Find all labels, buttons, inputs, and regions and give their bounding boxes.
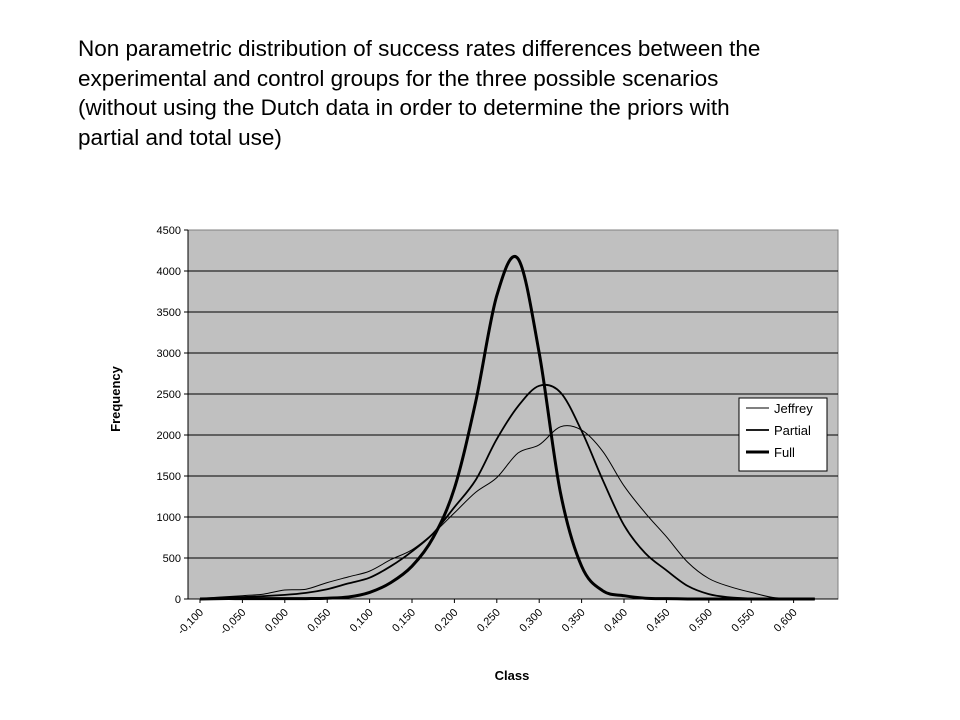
y-tick-label: 2500 [157,389,181,401]
legend: Jeffrey Partial Full [738,397,828,472]
x-tick-label: 0,300 [517,607,545,635]
y-axis-label: Frequency [108,365,123,432]
x-tick-labels: -0,100 -0,050 0,000 0,050 0,100 0,150 0,200 0,2… [176,607,800,638]
y-tick-label: 3500 [157,307,181,319]
y-tick-label: 2000 [157,430,181,442]
title-line: Non parametric distribution of success r… [78,36,761,61]
gridlines [188,270,838,559]
x-tick-label: 0,600 [772,607,800,635]
x-tick-label: 0,050 [305,607,333,635]
series-line-full [199,255,815,601]
y-tick-label: 3000 [157,348,181,360]
x-axis-label: Class [495,668,530,683]
x-tick-label: 0,400 [602,607,630,635]
legend-box [738,397,828,472]
x-tick-label: 0,500 [687,607,715,635]
y-tick-labels: 0 500 1000 1500 2000 2500 3000 3500 4000 4500 [157,225,181,606]
x-tick-label: 0,450 [645,607,673,635]
x-tick-label: 0,200 [433,607,461,635]
series-line-jeffrey [199,425,815,600]
x-tick-label: 0,250 [475,607,503,635]
x-tick-label: 0,000 [263,607,291,635]
slide-title: Non parametric distribution of success r… [78,34,938,152]
y-tick-label: 1000 [157,512,181,524]
title-line: experimental and control groups for the … [78,65,719,91]
legend-label: Partial [774,423,811,438]
x-tick-label: 0,350 [560,607,588,635]
series-lines [199,255,815,601]
series-line-partial [199,383,815,600]
legend-label: Full [774,445,795,460]
legend-label: Jeffrey [774,401,813,416]
y-tick-label: 4500 [157,225,181,237]
x-tick-label: 0,550 [729,607,757,635]
title-line: partial and total use) [78,124,282,150]
x-tick-label: 0,150 [390,607,418,635]
y-tick-label: 0 [175,594,181,606]
title-line: (without using the Dutch data in order t… [78,95,730,120]
y-tick-label: 4000 [157,266,181,278]
x-tick-label: -0,050 [218,607,249,638]
x-tick-label: -0,100 [176,607,207,638]
y-tick-label: 500 [163,553,181,565]
y-tick-label: 1500 [157,471,181,483]
x-tick-label: 0,100 [348,607,376,635]
